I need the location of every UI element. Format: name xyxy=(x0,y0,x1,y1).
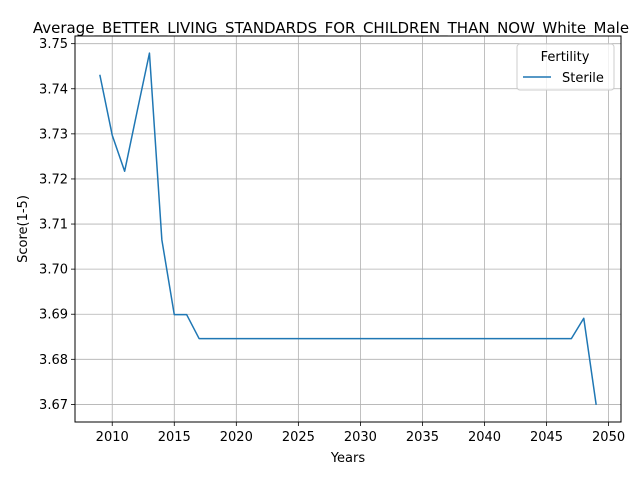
grid-lines xyxy=(75,36,621,422)
chart-title: Average_BETTER_LIVING_STANDARDS_FOR_CHIL… xyxy=(33,19,629,38)
y-ticks: 3.67 3.68 3.69 3.70 3.71 3.72 3.73 3.74 3.75 xyxy=(39,37,75,413)
x-tick-label: 2025 xyxy=(282,430,315,445)
y-tick-label: 3.72 xyxy=(39,172,68,187)
x-tick-label: 2020 xyxy=(220,430,253,445)
legend-box xyxy=(516,43,615,91)
legend-title: Fertility xyxy=(541,50,590,65)
x-tick-label: 2050 xyxy=(592,430,625,445)
x-tick-label: 2040 xyxy=(468,430,501,445)
plot-frame xyxy=(74,35,622,423)
y-axis-label: Score(1-5) xyxy=(16,195,31,263)
y-tick-label: 3.67 xyxy=(39,398,68,413)
y-tick-label: 3.68 xyxy=(39,353,68,368)
legend: Fertility Sterile xyxy=(516,43,615,91)
x-tick-label: 2030 xyxy=(344,430,377,445)
x-tick-label: 2035 xyxy=(406,430,439,445)
x-tick-label: 2015 xyxy=(158,430,191,445)
x-tick-label: 2010 xyxy=(96,430,129,445)
y-tick-label: 3.73 xyxy=(39,127,68,142)
y-tick-label: 3.71 xyxy=(39,218,68,233)
legend-label-sterile: Sterile xyxy=(562,71,604,86)
series-lines xyxy=(99,52,597,405)
y-tick-label: 3.70 xyxy=(39,263,68,278)
x-ticks: 2010 2015 2020 2025 2030 2035 2040 2045 2050 xyxy=(96,422,625,445)
x-tick-label: 2045 xyxy=(530,430,563,445)
x-axis-label: Years xyxy=(330,451,366,466)
y-tick-label: 3.74 xyxy=(39,82,68,97)
series-line-sterile xyxy=(99,52,597,405)
y-tick-label: 3.69 xyxy=(39,308,68,323)
y-tick-label: 3.75 xyxy=(39,37,68,52)
